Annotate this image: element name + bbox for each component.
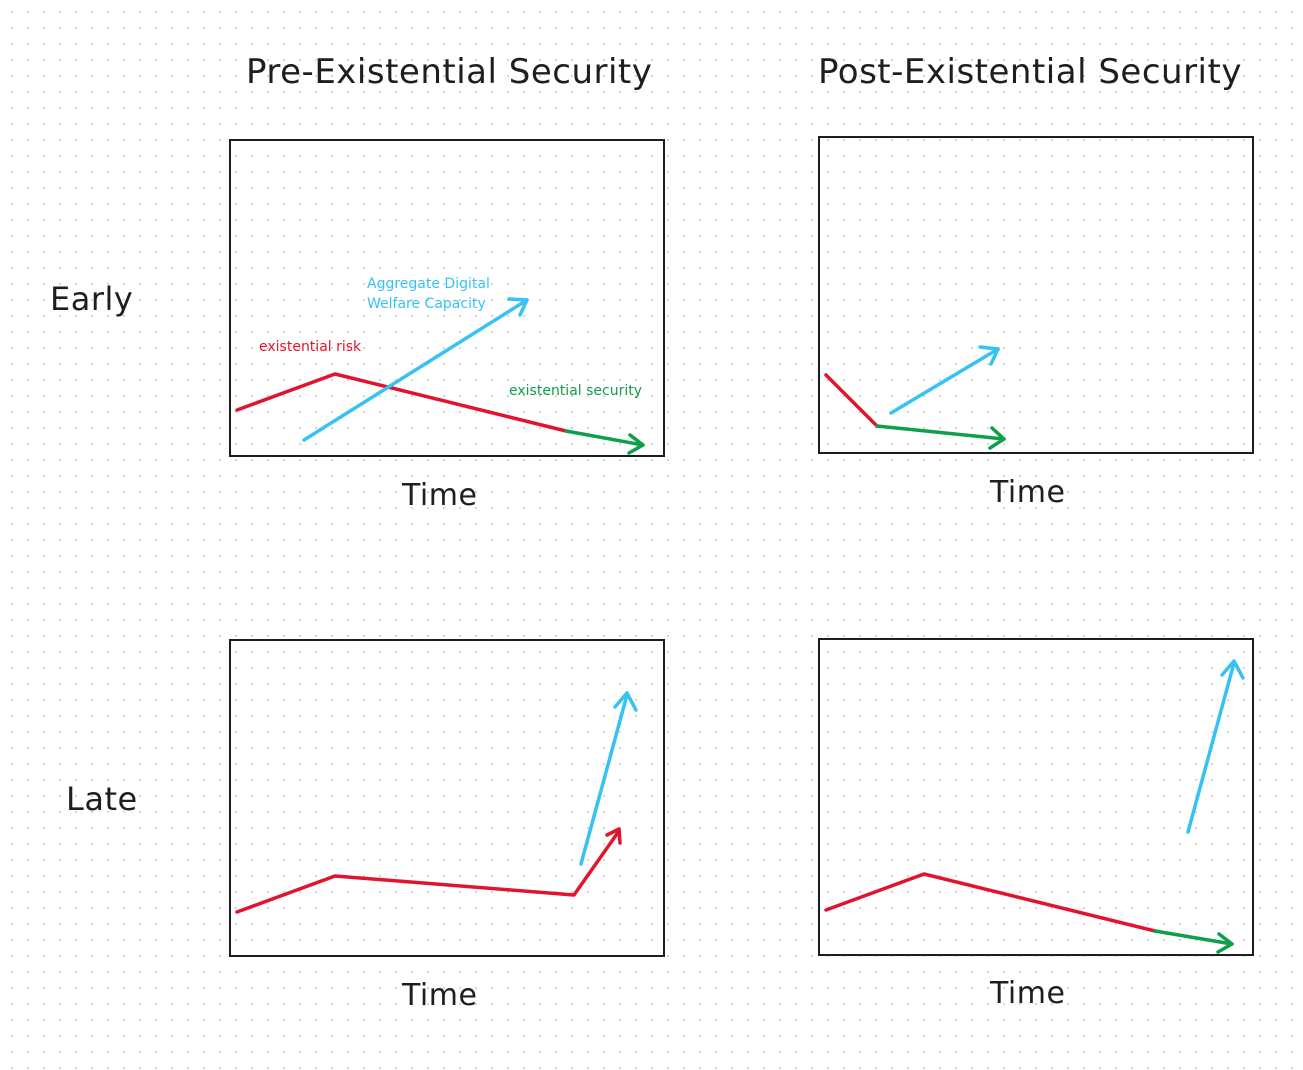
panel-late-post <box>818 638 1254 956</box>
existential-security-arrow <box>1153 929 1234 946</box>
existential-risk-arrowhead <box>605 827 622 845</box>
panel-late-post-plot <box>824 659 1245 954</box>
existential-security-arrow <box>564 429 645 447</box>
time-axis-label-late-post: Time <box>990 976 1066 1011</box>
panel-late-pre-plot <box>235 691 638 914</box>
digital-welfare-arrowhead <box>507 297 529 317</box>
existential-risk-line <box>235 372 568 433</box>
existential-security-arrowhead <box>627 433 645 455</box>
digital-welfare-label-line1: Aggregate Digital <box>367 276 490 292</box>
digital-welfare-arrow <box>1186 661 1236 834</box>
panel-early-post-plot <box>824 345 1006 450</box>
column-header-pre: Pre-Existential Security <box>246 52 653 92</box>
row-header-early: Early <box>50 280 134 318</box>
digital-welfare-arrowhead <box>613 691 638 712</box>
existential-risk-label: existential risk <box>259 339 362 355</box>
digital-welfare-arrow <box>889 347 1000 415</box>
panel-late-pre <box>229 639 665 957</box>
panel-early-post <box>818 136 1254 454</box>
existential-risk-line <box>235 829 621 914</box>
digital-welfare-arrow <box>302 298 529 442</box>
digital-welfare-arrowhead <box>978 345 1000 366</box>
digital-welfare-arrowhead <box>1220 659 1245 680</box>
existential-security-label: existential security <box>509 383 643 399</box>
existential-security-arrowhead <box>1216 932 1234 954</box>
existential-security-arrowhead <box>988 426 1006 450</box>
existential-risk-line <box>824 872 1157 933</box>
existential-security-arrow <box>875 424 1006 441</box>
row-header-late: Late <box>66 780 138 818</box>
time-axis-label-late-pre: Time <box>402 978 478 1013</box>
digital-welfare-label-line2: Welfare Capacity <box>367 296 486 312</box>
digital-welfare-arrow <box>579 693 629 866</box>
time-axis-label-early-post: Time <box>990 475 1066 510</box>
column-header-post: Post-Existential Security <box>818 52 1242 92</box>
time-axis-label-early-pre: Time <box>402 478 478 513</box>
digital-welfare-label: Aggregate Digital Welfare Capacity <box>367 274 490 314</box>
existential-risk-line <box>824 373 879 428</box>
panel-early-pre: Aggregate Digital Welfare Capacity exist… <box>229 139 665 457</box>
panel-early-pre-plot <box>235 297 645 455</box>
